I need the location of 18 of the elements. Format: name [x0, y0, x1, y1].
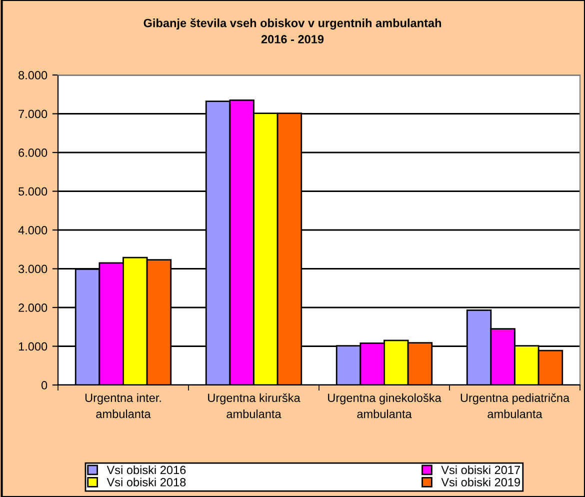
- legend-label: Vsi obiski 2019: [441, 478, 520, 486]
- x-tick-label: Urgentna inter. ambulanta: [85, 393, 161, 418]
- y-tick-label: 4.000: [18, 226, 48, 234]
- legend-label: Vsi obiski 2018: [106, 478, 186, 486]
- y-tick-label: 0: [41, 381, 48, 390]
- chart-title: Gibanje števila vseh obiskov v urgentnih ambulantah 2016 - 2019: [144, 18, 442, 44]
- y-tick-label: 8.000: [18, 71, 48, 80]
- x-tick-label: Urgentna ginekološka ambulanta: [328, 393, 442, 418]
- y-tick-label: 6.000: [18, 148, 48, 157]
- y-tick-label: 2.000: [18, 304, 48, 312]
- x-tick-label: Urgentna pediatrična ambulanta: [460, 393, 570, 418]
- y-tick-label: 1.000: [18, 342, 48, 351]
- legend-label: Vsi obiski 2016: [106, 465, 186, 474]
- y-tick-label: 5.000: [18, 187, 48, 196]
- y-tick-label: 7.000: [18, 110, 48, 118]
- legend-label: Vsi obiski 2017: [441, 465, 520, 474]
- x-tick-label: Urgentna kirurška ambulanta: [208, 393, 300, 418]
- y-tick-label: 3.000: [18, 264, 48, 274]
